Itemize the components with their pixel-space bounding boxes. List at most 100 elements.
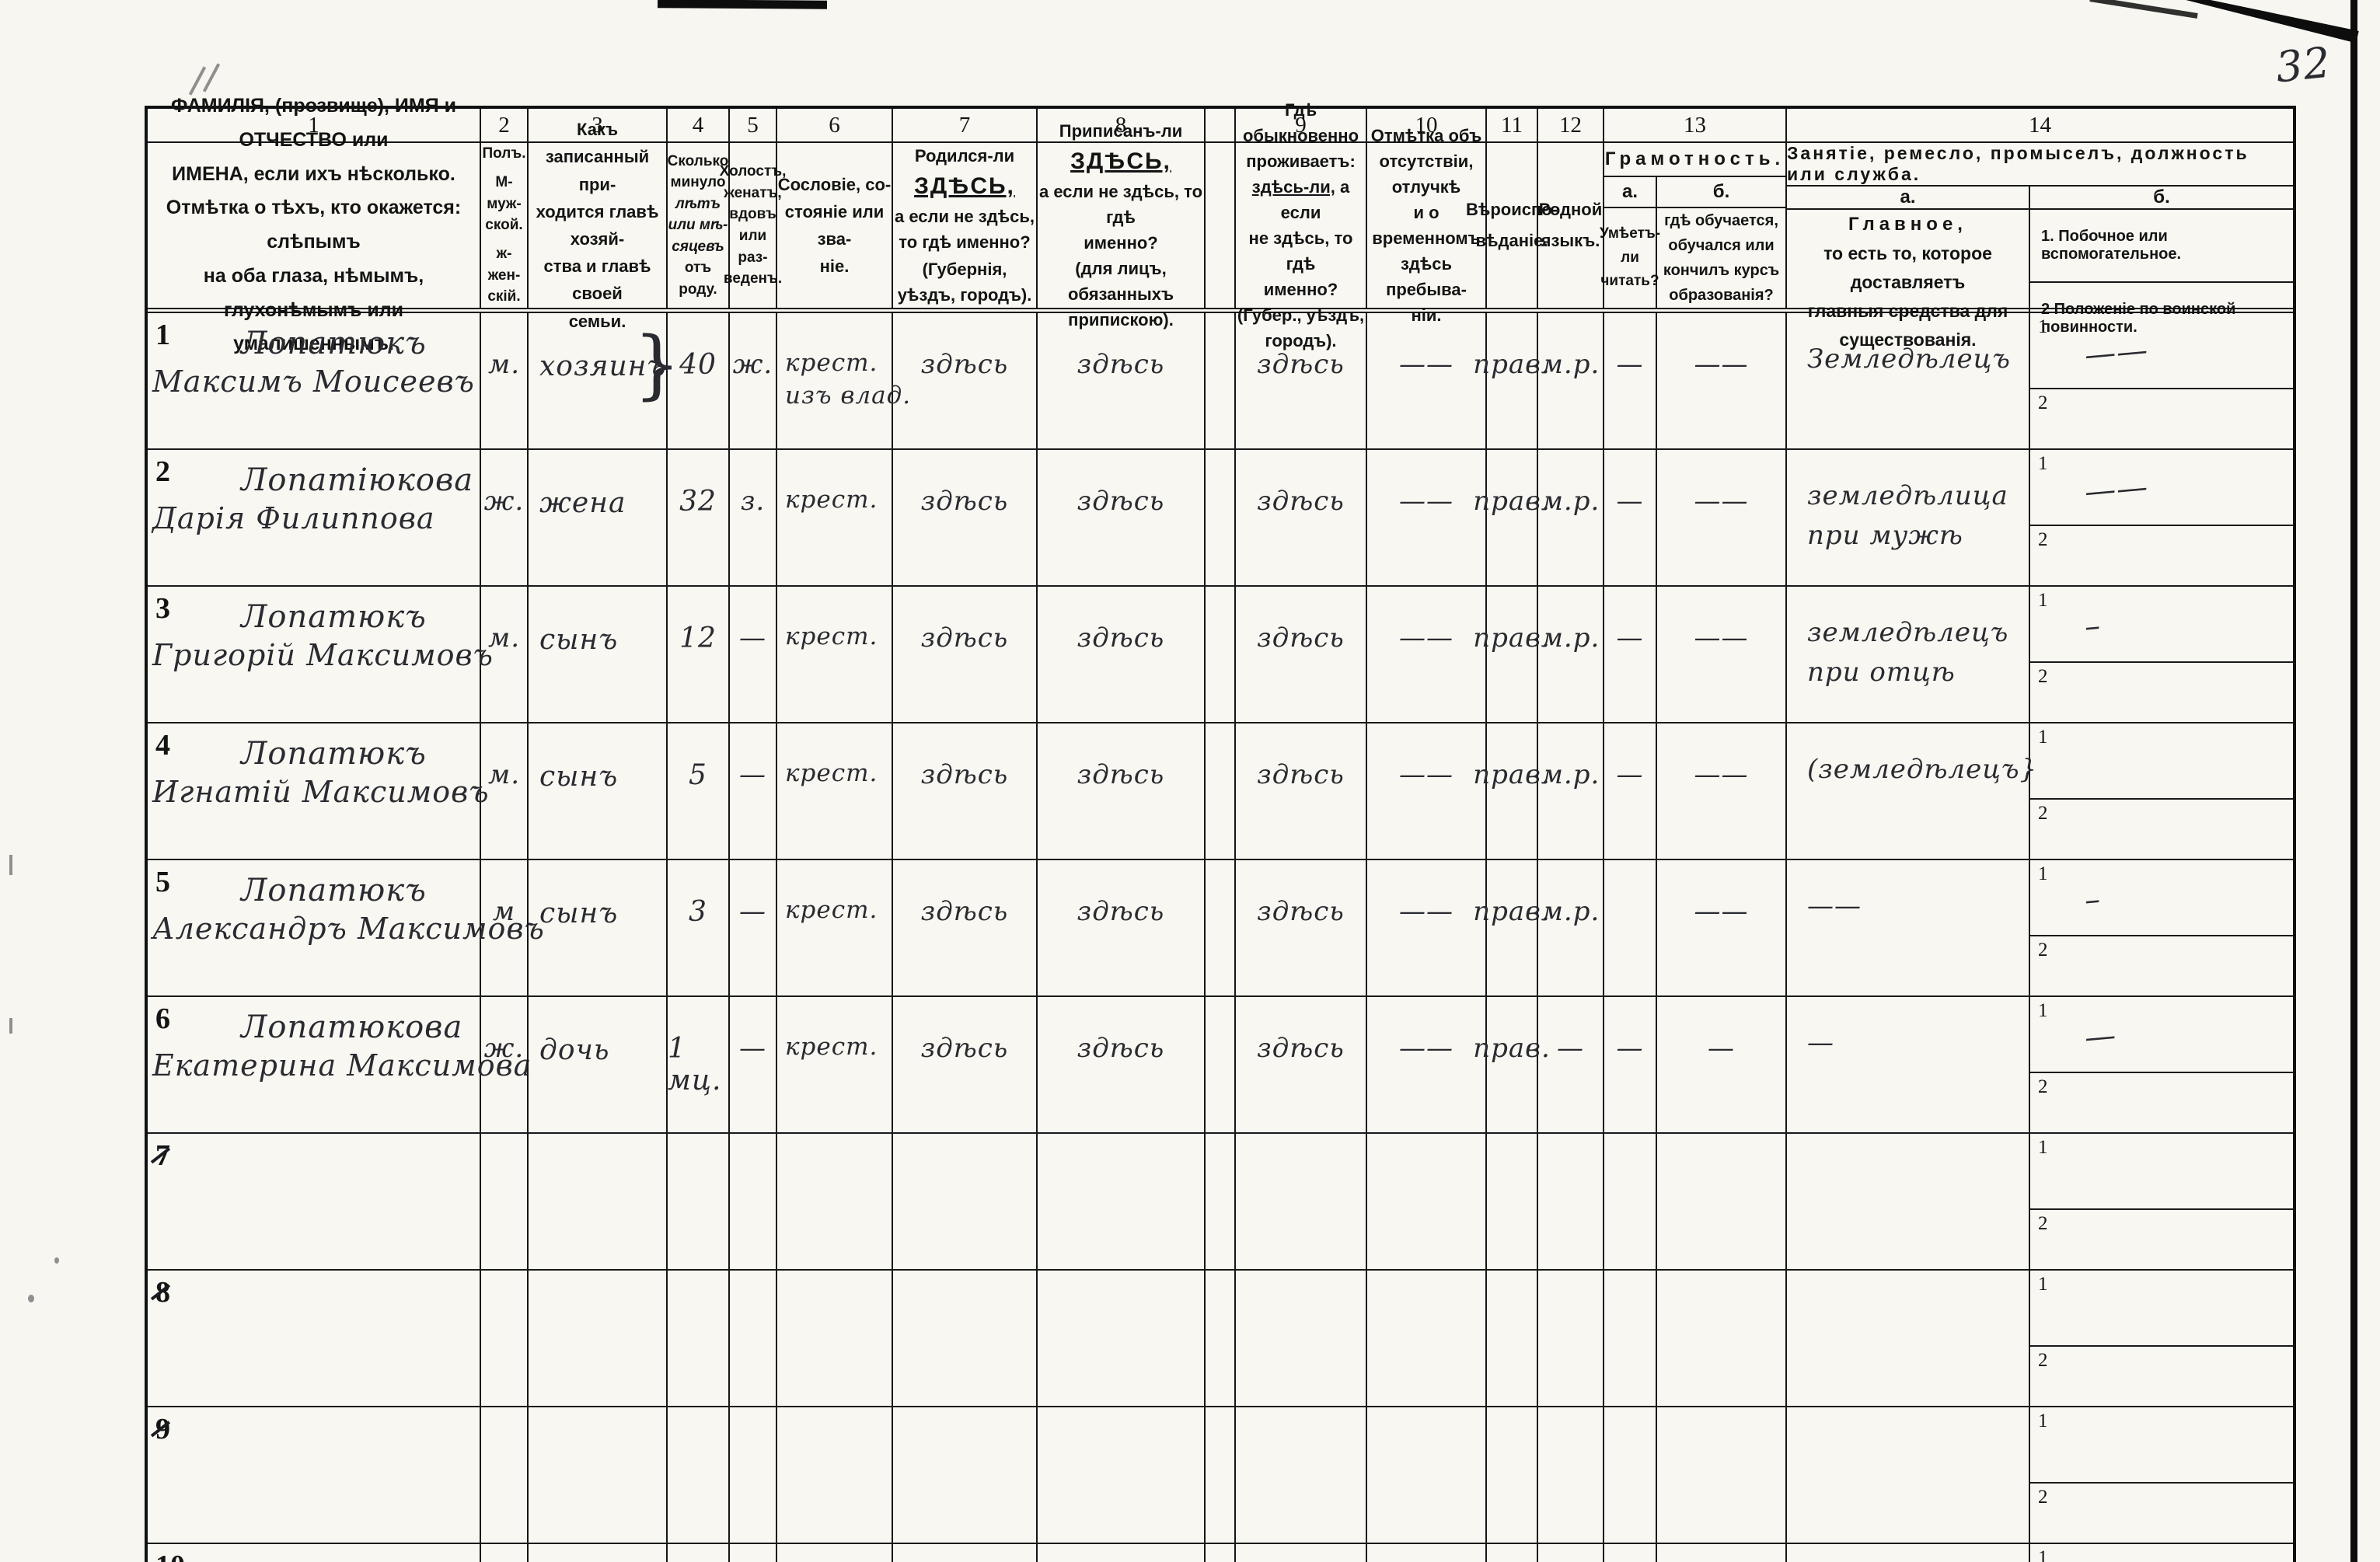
cell-sex: м. bbox=[481, 723, 529, 859]
row-number: 6 bbox=[155, 1002, 170, 1035]
header-occupation-column: Занятіе, ремесло, промыселъ, должность и… bbox=[1787, 143, 2293, 354]
table-body: 1 Лопатюкъ Максимъ Моисеевъ м. хозяинъ} … bbox=[148, 313, 2293, 1562]
occupation-sub-b: б. bbox=[2153, 187, 2170, 207]
cell-marital-status bbox=[730, 1407, 777, 1543]
column-number-row: 1 2 3 4 5 6 7 8 9 10 11 12 13 14 bbox=[148, 109, 2293, 143]
table-row: 9 bbox=[148, 1407, 2293, 1544]
handwritten-page-number: 32 bbox=[2273, 37, 2333, 92]
literacy-sub-a: а. bbox=[1604, 177, 1657, 207]
cell-can-read bbox=[1604, 1544, 1657, 1562]
cell-native-language: м.р. bbox=[1538, 860, 1604, 995]
cell-native-language bbox=[1538, 1407, 1604, 1543]
ink-mark bbox=[9, 1018, 12, 1034]
cell-side-occupation: 1 —— 2 bbox=[2030, 450, 2293, 585]
header-birthplace-column: Родился-ли ЗДѢСЬ, а если не здѣсь, то гдѣ… bbox=[893, 143, 1038, 308]
cell-main-occupation: —— bbox=[1787, 860, 2030, 995]
given-name-handwriting: Александръ Максимовъ bbox=[152, 912, 545, 946]
cell-can-read: — bbox=[1604, 587, 1657, 722]
side-occupation-subcell: 1 —— bbox=[2030, 313, 2293, 389]
header-relation-column: Какъ записанный при-ходится главѣ хозяй-… bbox=[529, 120, 668, 331]
cell-residence bbox=[1236, 1134, 1367, 1269]
military-status-subcell: 2 bbox=[2030, 1347, 2293, 1406]
side-occupation-mark: — bbox=[2083, 1017, 2118, 1056]
subcell-number: 2 bbox=[2038, 1213, 2048, 1234]
col-number: 13 bbox=[1604, 109, 1787, 141]
cell-name: 2 Лопатіюкова Дарія Филиппова bbox=[148, 450, 481, 585]
cell-estate: крест. bbox=[777, 997, 893, 1132]
brace-mark: } bbox=[633, 321, 682, 408]
cell-absence-note: —— bbox=[1367, 313, 1487, 448]
given-name-handwriting: Игнатій Максимовъ bbox=[152, 775, 490, 809]
col-number: 2 bbox=[481, 109, 529, 141]
cell-education: — bbox=[1657, 997, 1787, 1132]
occupation-title: Занятіе, ремесло, промыселъ, должность и… bbox=[1787, 143, 2293, 187]
cell-relation bbox=[529, 1544, 668, 1562]
cell-age: 40 bbox=[668, 313, 730, 448]
cell-can-read: — bbox=[1604, 723, 1657, 859]
side-occupation-subcell: 1 bbox=[2030, 1271, 2293, 1347]
cell-side-occupation: 1 2 bbox=[2030, 1407, 2293, 1543]
col-number: 6 bbox=[777, 109, 893, 141]
given-name-handwriting: Максимъ Моисеевъ bbox=[152, 364, 475, 399]
cell-relation: хозяинъ} bbox=[529, 313, 681, 448]
surname-handwriting: Лопатюкова bbox=[241, 1009, 463, 1045]
subcell-number: 2 bbox=[2038, 803, 2048, 824]
cell-native-language: м.р. bbox=[1538, 313, 1604, 448]
cell-absence-note: —— bbox=[1367, 723, 1487, 859]
subcell-number: 2 bbox=[2038, 1076, 2048, 1097]
subcell-number: 2 bbox=[2038, 1487, 2048, 1508]
row-number: 2 bbox=[155, 455, 170, 488]
cell-religion: прав. bbox=[1473, 997, 1550, 1132]
cell-side-occupation: 1 2 bbox=[2030, 1271, 2293, 1406]
cell-side-occupation: 1 2 bbox=[2030, 1134, 2293, 1269]
cell-main-occupation bbox=[1787, 1407, 2030, 1543]
col-number: 14 bbox=[2029, 112, 2051, 138]
cell-education bbox=[1657, 1544, 1787, 1562]
cell-name: 5 Лопатюкъ Александръ Максимовъ bbox=[148, 860, 545, 995]
cell-native-language: м.р. bbox=[1538, 723, 1604, 859]
cell-birthplace: здѣсь bbox=[893, 860, 1038, 995]
cell-main-occupation: земледѣлица при мужѣ bbox=[1787, 450, 2030, 585]
cell-education: —— bbox=[1657, 723, 1787, 859]
cell-native-language: м.р. bbox=[1538, 450, 1604, 585]
col-number: 9 bbox=[1236, 109, 1367, 141]
cell-absence-note: —— bbox=[1367, 450, 1487, 585]
side-occupation-mark: – bbox=[2083, 608, 2103, 645]
side-occupation-subcell: 1 —— bbox=[2030, 450, 2293, 526]
cell-side-occupation: 1 2 bbox=[2030, 1544, 2293, 1562]
col-number: 7 bbox=[893, 109, 1038, 141]
side-occupation-subcell: 1 bbox=[2030, 1407, 2293, 1484]
table-row: 1 Лопатюкъ Максимъ Моисеевъ м. хозяинъ} … bbox=[148, 313, 2293, 450]
cell-age bbox=[668, 1407, 730, 1543]
cell-estate bbox=[777, 1407, 893, 1543]
cell-relation bbox=[529, 1271, 668, 1406]
cell-can-read: — bbox=[1604, 313, 1657, 448]
cell-sex bbox=[481, 1544, 529, 1562]
surname-handwriting: Лопатюкъ bbox=[241, 736, 427, 772]
subcell-number: 1 bbox=[2038, 453, 2048, 474]
cell-education bbox=[1657, 1134, 1787, 1269]
occupation-sub-a: а. bbox=[1787, 187, 2030, 208]
cell-relation: сынъ bbox=[529, 860, 668, 995]
surname-handwriting: Лопатіюкова bbox=[241, 462, 474, 498]
given-name-handwriting: Дарія Филиппова bbox=[152, 501, 435, 535]
spacer-column bbox=[1206, 1134, 1236, 1269]
row-number: 3 bbox=[155, 592, 170, 625]
literacy-title: Грамотность. bbox=[1604, 143, 1785, 178]
page-edge-line bbox=[2350, 0, 2357, 1562]
header-religion-column: Вѣроиспо-вѣданіе. bbox=[1466, 143, 1558, 308]
cell-religion bbox=[1487, 1271, 1538, 1406]
cell-registration: здѣсь bbox=[1038, 450, 1206, 585]
side-occupation-subcell: 1 bbox=[2030, 723, 2293, 800]
cell-marital-status: з. bbox=[730, 450, 777, 585]
spacer-column bbox=[1206, 1407, 1236, 1543]
military-status-subcell: 2 bbox=[2030, 1210, 2293, 1269]
subcell-number: 2 bbox=[2038, 392, 2048, 413]
surname-handwriting: Лопатюкъ bbox=[241, 873, 427, 908]
header-residence-column: Гдѣ обыкновенно проживаетъ: здѣсь-ли, а е… bbox=[1236, 100, 1367, 350]
table-row: 7 bbox=[148, 1134, 2293, 1271]
side-occupation-mark: – bbox=[2083, 881, 2103, 919]
cell-religion: прав. bbox=[1473, 587, 1550, 722]
header-marital-column: Холостъ, женатъ, вдовъ или раз- веденъ. bbox=[720, 143, 786, 308]
cell-residence bbox=[1236, 1544, 1367, 1562]
